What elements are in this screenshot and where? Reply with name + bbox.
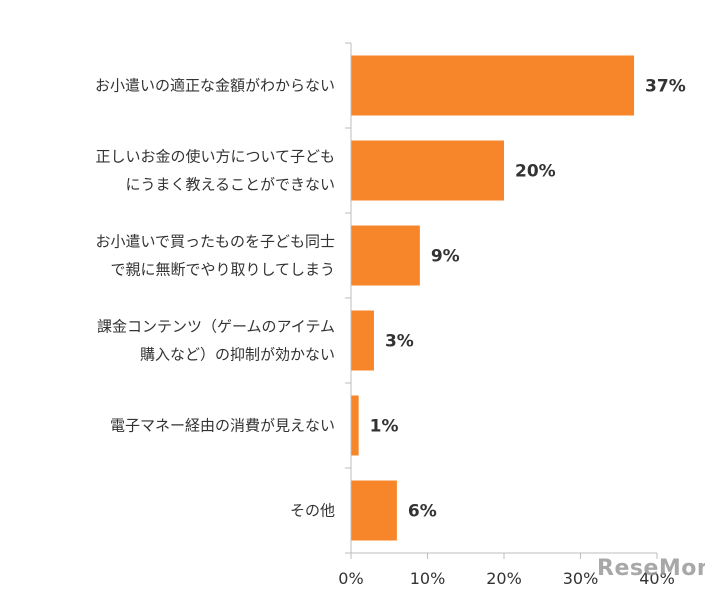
value-label-1: 37% — [645, 77, 686, 97]
category-label-3-line-1: お小遣いで買ったものを子ども同士 — [95, 233, 335, 251]
bar-2 — [351, 140, 504, 201]
value-label-6: 6% — [408, 502, 437, 522]
x-tick-label-0: 0% — [338, 569, 363, 588]
category-label-3-line-2: で親に無断でやり取りしてしまう — [110, 261, 335, 279]
x-tick-label-30: 30% — [563, 569, 599, 588]
x-tick-label-10: 10% — [410, 569, 446, 588]
category-label-1: お小遣いの適正な金額がわからない — [95, 77, 335, 95]
value-label-5: 1% — [370, 417, 399, 437]
value-label-3: 9% — [431, 247, 460, 267]
bar-3 — [351, 225, 420, 286]
category-label-4-line-2: 購入など）の抑制が効かない — [140, 346, 335, 364]
bar-4 — [351, 310, 374, 371]
bar-5 — [351, 395, 359, 456]
value-label-2: 20% — [515, 162, 556, 182]
category-label-6: その他 — [290, 502, 335, 520]
bar-1 — [351, 55, 635, 116]
resemom-watermark: ReseMom — [597, 556, 705, 581]
bar-6 — [351, 480, 397, 541]
category-label-4-line-1: 課金コンテンツ（ゲームのアイテム — [97, 318, 335, 336]
value-label-4: 3% — [385, 332, 414, 352]
category-label-5: 電子マネー経由の消費が見えない — [110, 417, 335, 435]
x-tick-label-20: 20% — [486, 569, 522, 588]
category-label-2-line-2: にうまく教えることができない — [125, 176, 335, 194]
x-tick-label-40: 40% — [639, 569, 675, 588]
category-label-2-line-1: 正しいお金の使い方について子ども — [95, 148, 335, 166]
